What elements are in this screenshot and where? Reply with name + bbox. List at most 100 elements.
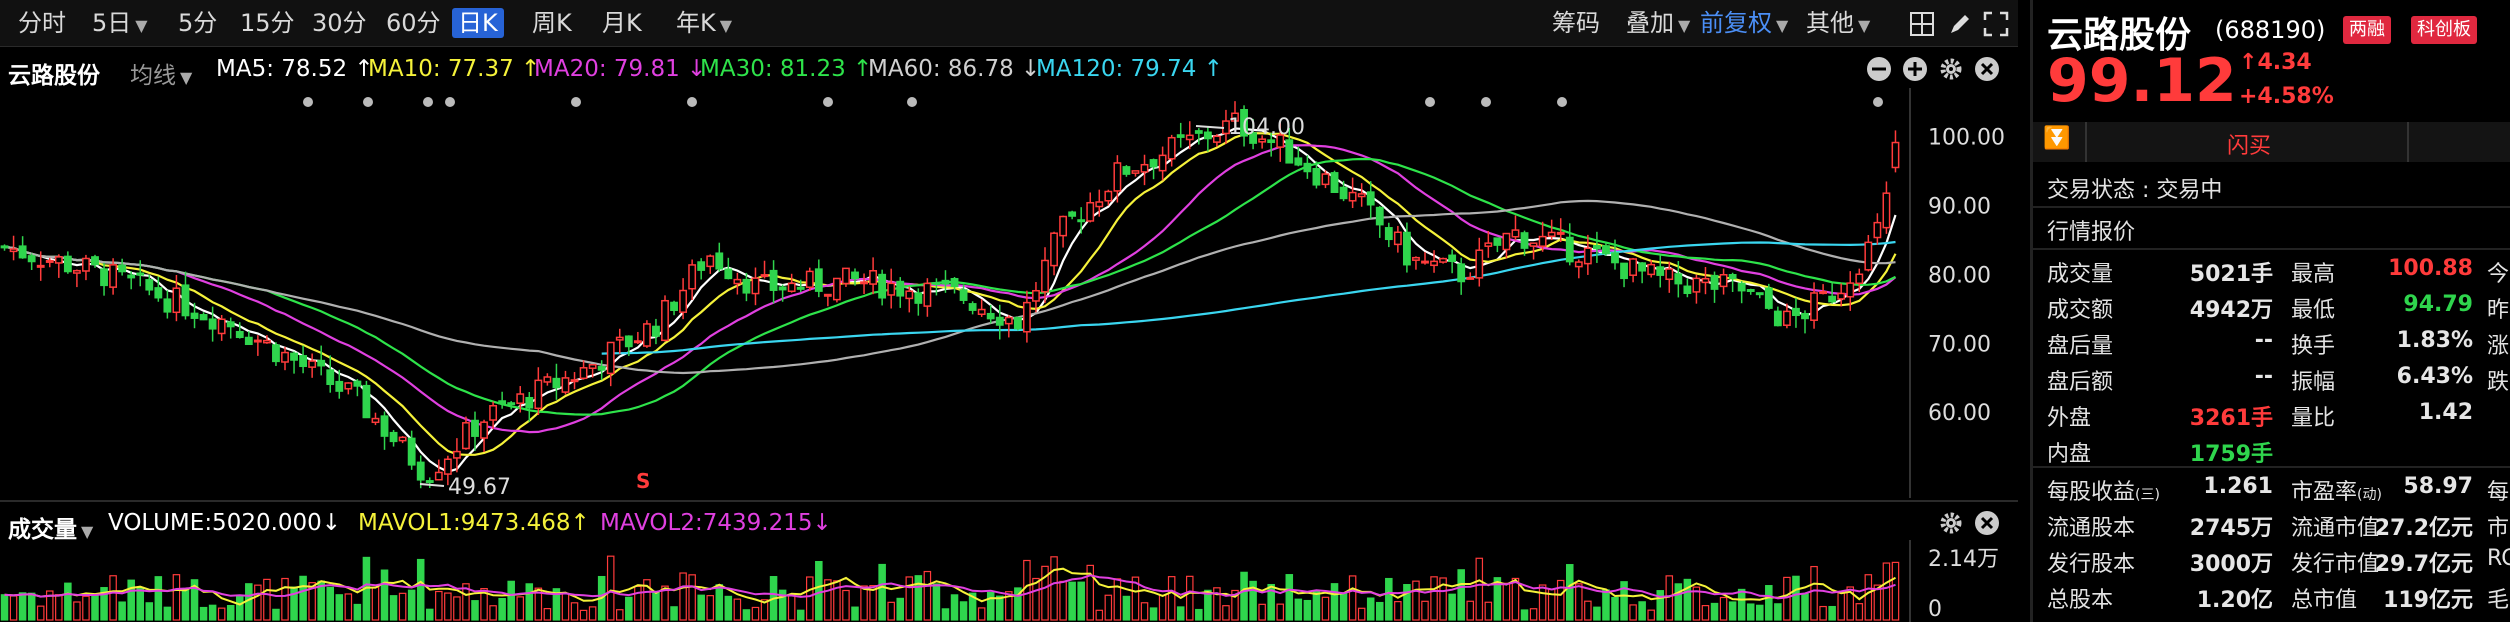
event-dot[interactable] bbox=[303, 97, 313, 107]
volume-bar bbox=[290, 586, 298, 621]
draw-pen-icon[interactable] bbox=[1946, 10, 1974, 38]
volume-bar bbox=[109, 575, 117, 621]
candle bbox=[36, 251, 45, 281]
more-button[interactable]: 其他 ▼ bbox=[1806, 9, 1871, 37]
candle bbox=[27, 253, 36, 270]
event-dot[interactable] bbox=[1425, 97, 1435, 107]
volume-bar bbox=[516, 596, 525, 621]
volume-bar bbox=[1475, 557, 1484, 621]
fund-value: 58.97 bbox=[2403, 474, 2473, 499]
quote-label: 量比 bbox=[2291, 406, 2336, 431]
volume-bar bbox=[1439, 577, 1447, 621]
candle bbox=[1638, 262, 1647, 284]
candle bbox=[507, 401, 516, 410]
candle bbox=[1176, 122, 1185, 148]
candle bbox=[1448, 249, 1457, 274]
volume-bar bbox=[1222, 605, 1230, 621]
fund-label-truncated: 市 bbox=[2487, 516, 2510, 541]
collapse-icon[interactable]: ⏬ bbox=[2043, 126, 2071, 151]
volume-bar bbox=[18, 592, 27, 621]
period-tab-15min[interactable]: 15分 bbox=[240, 9, 295, 37]
candle bbox=[1439, 257, 1448, 264]
volume-bar bbox=[154, 576, 163, 621]
candle bbox=[1140, 154, 1149, 186]
candle bbox=[1285, 128, 1294, 164]
candle bbox=[525, 392, 534, 422]
candle bbox=[1565, 223, 1574, 266]
minus-circle-icon[interactable] bbox=[1866, 56, 1892, 82]
candle bbox=[1819, 284, 1828, 295]
close-circle-icon[interactable] bbox=[1974, 56, 2000, 82]
volume-bar bbox=[697, 594, 705, 621]
candle bbox=[1574, 259, 1583, 279]
volume-bar bbox=[281, 577, 289, 621]
candle bbox=[1059, 215, 1068, 248]
volume-bar bbox=[1249, 580, 1257, 621]
volume-bar bbox=[91, 593, 99, 621]
event-dot[interactable] bbox=[687, 97, 697, 107]
volume-bar bbox=[407, 589, 416, 621]
candle bbox=[145, 274, 154, 296]
volume-bar bbox=[1204, 589, 1212, 621]
candle bbox=[1773, 306, 1782, 327]
plus-circle-icon[interactable] bbox=[1902, 56, 1928, 82]
candle bbox=[317, 345, 326, 376]
period-tab-yearly[interactable]: 年K ▼ bbox=[676, 9, 733, 37]
volume-bar bbox=[1294, 598, 1303, 621]
candlestick-chart[interactable]: 100.00 90.00 80.00 70.00 60.00 104.00 49.67 … bbox=[0, 88, 2018, 498]
period-tab-30min[interactable]: 30分 bbox=[312, 9, 367, 37]
event-dot[interactable] bbox=[445, 97, 455, 107]
candle bbox=[1665, 261, 1674, 293]
event-markers bbox=[303, 97, 1883, 107]
flash-buy-button[interactable]: 闪买 bbox=[2085, 122, 2409, 162]
period-tab-5min[interactable]: 5分 bbox=[178, 9, 218, 37]
candle bbox=[253, 335, 262, 356]
event-dot[interactable] bbox=[363, 97, 373, 107]
event-dot[interactable] bbox=[823, 97, 833, 107]
overlay-button[interactable]: 叠加 ▼ bbox=[1626, 9, 1691, 37]
period-tab-weekly[interactable]: 周K bbox=[532, 9, 572, 37]
fullscreen-icon[interactable] bbox=[1982, 10, 2010, 38]
period-tab-daily[interactable]: 日K bbox=[452, 8, 504, 38]
settings-gear-icon[interactable] bbox=[1938, 56, 1964, 82]
period-tab-monthly[interactable]: 月K bbox=[602, 9, 642, 37]
chips-button[interactable]: 筹码 bbox=[1552, 9, 1600, 37]
volume-chart[interactable]: 2.14万 0 bbox=[0, 540, 2018, 622]
event-dot[interactable] bbox=[1873, 97, 1883, 107]
volume-bar bbox=[733, 598, 742, 621]
ma-type-select[interactable]: 均线 ▼ bbox=[130, 63, 193, 89]
period-tab-60min[interactable]: 60分 bbox=[386, 9, 441, 37]
event-dot[interactable] bbox=[571, 97, 581, 107]
event-dot[interactable] bbox=[1481, 97, 1491, 107]
chevron-down-icon: ▼ bbox=[81, 522, 94, 541]
adjust-mode-button[interactable]: 前复权 ▼ bbox=[1700, 9, 1789, 37]
period-tab-5day[interactable]: 5日 ▼ bbox=[92, 9, 148, 37]
volume-indicator-select[interactable]: 成交量 ▼ bbox=[8, 517, 94, 543]
candle bbox=[959, 284, 968, 304]
layout-grid-icon[interactable] bbox=[1908, 10, 1936, 38]
candle bbox=[516, 386, 525, 413]
candle bbox=[1022, 290, 1031, 343]
price-tick: 70.00 bbox=[1928, 332, 1991, 357]
candle bbox=[1158, 146, 1167, 181]
price-tick: 100.00 bbox=[1928, 125, 2005, 150]
event-dot[interactable] bbox=[907, 97, 917, 107]
period-tab-timeshare[interactable]: 分时 bbox=[18, 9, 66, 37]
volume-bar bbox=[136, 587, 145, 621]
volume-bar bbox=[326, 586, 335, 621]
quote-label-truncated: 今 bbox=[2487, 262, 2510, 287]
volume-bar bbox=[444, 592, 452, 621]
settings-gear-icon[interactable] bbox=[1938, 510, 1964, 536]
arrow-up-icon: ↑ bbox=[2239, 50, 2258, 75]
close-circle-icon[interactable] bbox=[1974, 510, 2000, 536]
event-dot[interactable] bbox=[1557, 97, 1567, 107]
trade-status: 交易状态 : 交易中 bbox=[2047, 178, 2223, 203]
volume-bar bbox=[1737, 588, 1746, 621]
candle bbox=[778, 284, 787, 302]
candle bbox=[923, 278, 932, 317]
candle bbox=[1466, 272, 1475, 280]
volume-bar bbox=[905, 576, 914, 621]
volume-bar bbox=[199, 606, 208, 621]
event-dot[interactable] bbox=[423, 97, 433, 107]
volume-bar bbox=[706, 595, 715, 621]
